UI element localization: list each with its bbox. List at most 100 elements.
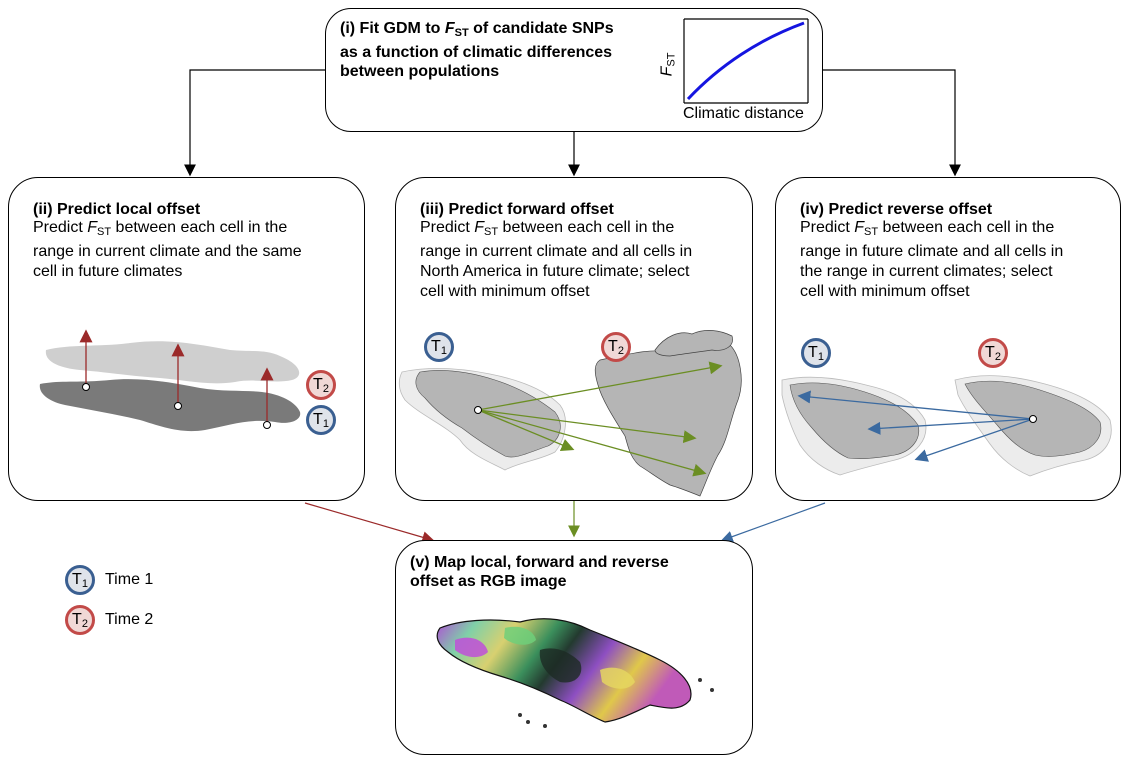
- badge-t2-forward: T2: [601, 332, 631, 362]
- legend-badge-t1: T1: [65, 565, 95, 595]
- desc-post: between each cell in the: [878, 219, 1055, 236]
- badge-sub: 1: [322, 418, 329, 430]
- rgb-green-patch: [504, 626, 536, 645]
- future-arctic-islands: [654, 330, 733, 357]
- title-line1: (v) Map local, forward and reverse: [410, 554, 669, 571]
- desc-line2: range in current climate and all cells i…: [420, 243, 693, 260]
- title-prefix: (i) Fit GDM to: [340, 20, 445, 37]
- legend-item-time2: T2 Time 2: [65, 605, 185, 637]
- desc-line4: cell with minimum offset: [420, 283, 590, 300]
- badge-sub: 1: [817, 351, 824, 363]
- rgb-island-5: [710, 688, 714, 692]
- title-suffix: of candidate SNPs: [468, 20, 614, 37]
- local-point-3: [263, 421, 271, 429]
- badge-t1-reverse: T1: [801, 338, 831, 368]
- desc-line3: the range in current climates; select: [800, 263, 1053, 280]
- local-point-2: [174, 402, 182, 410]
- rgb-dark-patch: [539, 648, 582, 683]
- connector-i-to-iv: [823, 69, 961, 177]
- badge-t2-reverse: T2: [978, 338, 1008, 368]
- desc-line3: cell in future climates: [33, 263, 183, 280]
- box-forward-offset-desc: Predict FST between each cell in the ran…: [420, 218, 692, 302]
- reverse-origin-point: [1029, 415, 1037, 423]
- desc-post: between each cell in the: [111, 219, 288, 236]
- box-rgb-map-title: (v) Map local, forward and reverse offse…: [410, 553, 669, 591]
- desc-line2: range in current climate and the same: [33, 243, 302, 260]
- reverse-current-range: [789, 382, 920, 460]
- badge-sub: 2: [322, 383, 329, 395]
- box-forward-offset-title: (iii) Predict forward offset: [420, 201, 614, 218]
- forward-origin-point: [474, 406, 482, 414]
- badge-t2-local: T2: [306, 370, 336, 400]
- badge-t1-local: T1: [306, 405, 336, 435]
- desc-pre: Predict: [420, 219, 475, 236]
- fst-curve-plot: [683, 18, 809, 104]
- desc-sub: ST: [864, 226, 879, 238]
- desc-pre: Predict: [800, 219, 855, 236]
- badge-letter: T: [808, 344, 818, 361]
- badge-sub: 2: [617, 345, 624, 357]
- local-point-1: [82, 383, 90, 391]
- desc-line4: cell with minimum offset: [800, 283, 970, 300]
- box-fit-gdm: (i) Fit GDM to FST of candidate SNPs as …: [325, 8, 823, 132]
- inset-xlabel: Climatic distance: [683, 105, 804, 122]
- desc-f: F: [854, 219, 865, 236]
- badge-letter: T: [431, 338, 441, 355]
- forward-arrow-3: [477, 409, 707, 477]
- box-local-offset-desc: Predict FST between each cell in the ran…: [33, 218, 302, 282]
- desc-line2: range in future climate and all cells in: [800, 243, 1064, 260]
- rgb-magenta-patch: [455, 637, 488, 658]
- desc-pre: Predict: [33, 219, 88, 236]
- title-line2: offset as RGB image: [410, 573, 567, 590]
- desc-f: F: [87, 219, 98, 236]
- rgb-island-4: [698, 678, 702, 682]
- box-local-offset: (ii) Predict local offset Predict FST be…: [8, 177, 365, 501]
- rgb-island-3: [543, 724, 547, 728]
- connector-ii-to-v: [304, 502, 435, 544]
- desc-sub: ST: [97, 226, 112, 238]
- legend-item-time1: T1 Time 1: [65, 565, 185, 597]
- title-f: F: [444, 20, 455, 37]
- box-reverse-offset-title: (iv) Predict reverse offset: [800, 201, 993, 218]
- reverse-arrow-2: [867, 418, 1034, 435]
- desc-sub: ST: [484, 226, 499, 238]
- future-range-shape: [45, 341, 300, 384]
- badge-sub: 2: [994, 351, 1001, 363]
- reverse-arrow-1: [797, 390, 1034, 420]
- badge-letter: T: [313, 376, 323, 393]
- desc-f: F: [474, 219, 485, 236]
- rgb-island-2: [526, 720, 530, 724]
- rgb-island-1: [518, 713, 522, 717]
- badge-letter: T: [608, 338, 618, 355]
- badge-letter: T: [985, 344, 995, 361]
- box-local-offset-title: (ii) Predict local offset: [33, 201, 201, 218]
- desc-line3: North America in future climate; select: [420, 263, 690, 280]
- title-line3: between populations: [340, 63, 500, 80]
- badge-letter: T: [72, 611, 82, 628]
- legend-label-time2: Time 2: [105, 611, 154, 628]
- badge-sub: 2: [81, 618, 88, 630]
- reverse-arrow-3: [914, 418, 1034, 462]
- title-line2: as a function of climatic differences: [340, 44, 613, 61]
- box-reverse-offset-desc: Predict FST between each cell in the ran…: [800, 218, 1063, 302]
- forward-arrow-1: [477, 361, 723, 411]
- badge-letter: T: [313, 411, 323, 428]
- badge-sub: 1: [440, 345, 447, 357]
- legend-label-time1: Time 1: [105, 571, 154, 588]
- connector-iv-to-v: [720, 502, 826, 543]
- forward-arrow-4: [477, 409, 575, 452]
- legend-badge-t2: T2: [65, 605, 95, 635]
- badge-letter: T: [72, 571, 82, 588]
- box-fit-gdm-title: (i) Fit GDM to FST of candidate SNPs as …: [340, 19, 614, 81]
- forward-arrow-2: [477, 409, 697, 444]
- fst-curve-line: [686, 21, 805, 101]
- badge-sub: 1: [81, 578, 88, 590]
- title-sub: ST: [454, 27, 469, 39]
- connector-i-to-ii: [184, 69, 325, 177]
- rgb-yellow-patch: [600, 667, 635, 689]
